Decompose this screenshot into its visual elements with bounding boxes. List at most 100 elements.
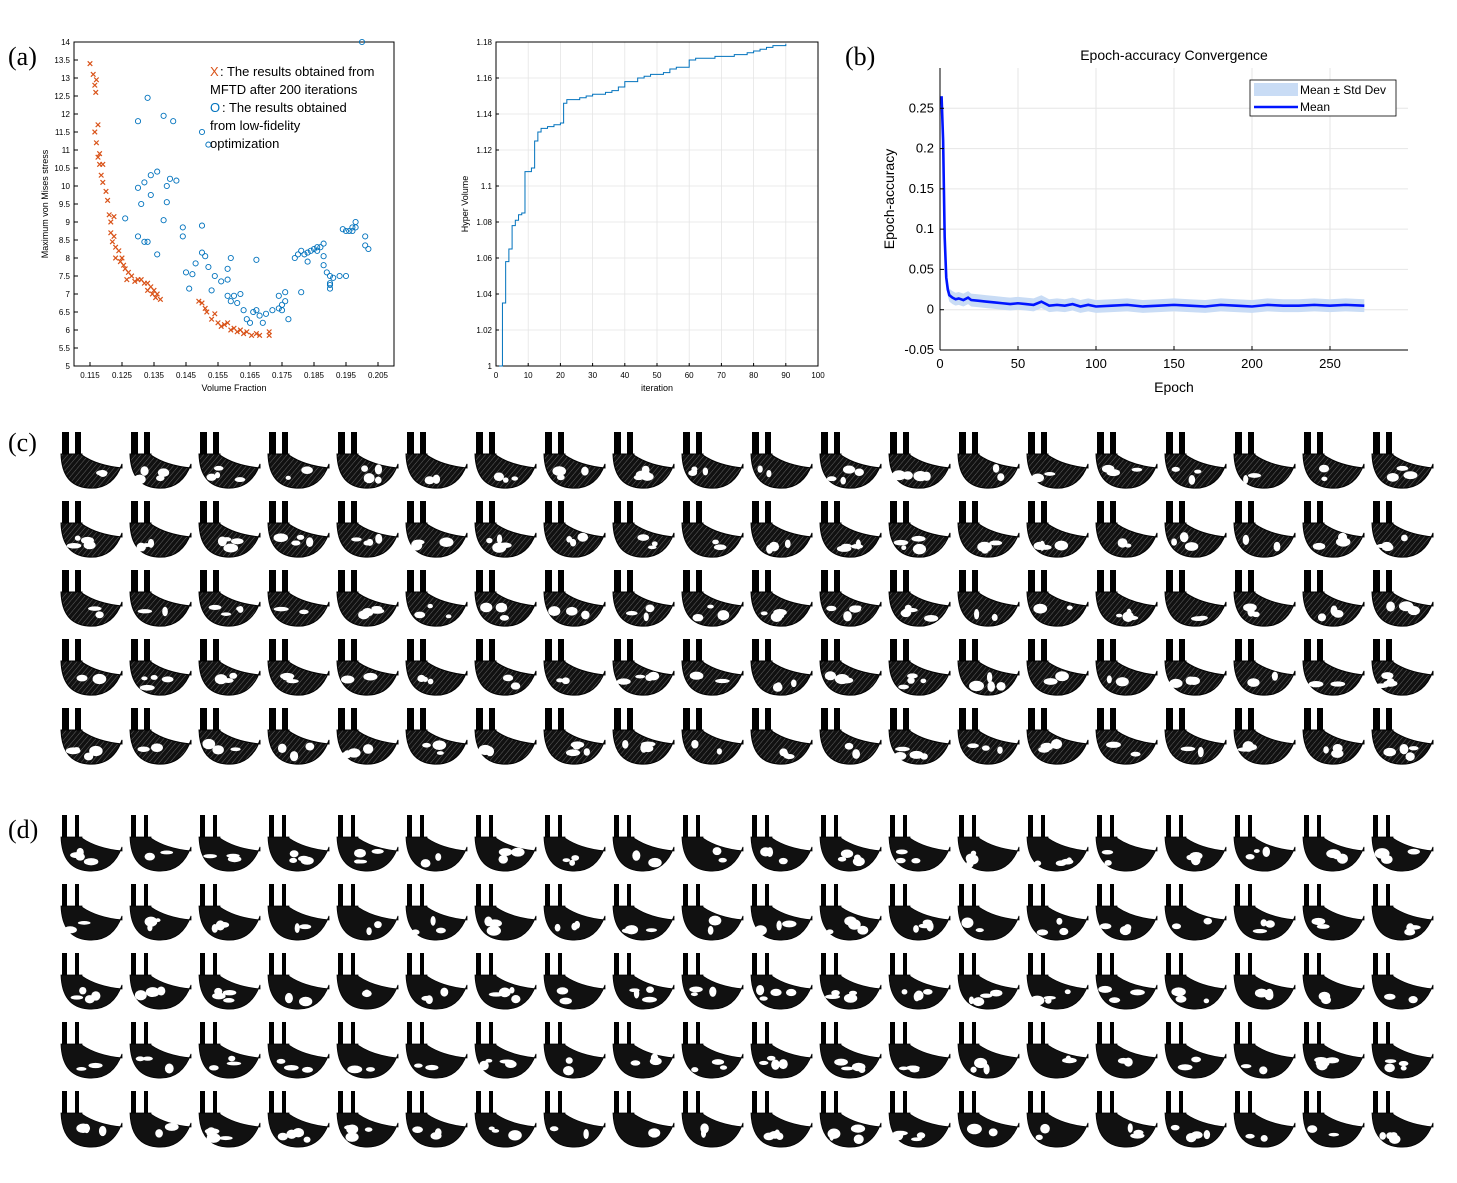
structure-hole: [147, 924, 153, 932]
structure-left-arm: [1304, 884, 1309, 911]
structure-hole: [1059, 927, 1069, 936]
structure-hole: [992, 463, 1000, 473]
structure-body: [1371, 974, 1434, 1010]
structure-left-arm: [545, 639, 552, 666]
structure-left-arm: [1373, 432, 1380, 459]
structure-hole: [1033, 603, 1048, 614]
structure-hole: [900, 609, 912, 618]
structure-hole: [1124, 924, 1132, 932]
structure-hole: [569, 859, 576, 866]
scatter-point-lowfi: [320, 240, 327, 247]
structure-hole: [895, 857, 906, 864]
structure-hole: [1408, 746, 1419, 751]
structure-left-arm: [1028, 501, 1035, 528]
structure-left-arm: [476, 708, 483, 735]
structure-cell: [60, 1022, 123, 1079]
cv-x-tick-label: 150: [1163, 356, 1185, 371]
structure-cell: [198, 501, 261, 558]
structure-left-arm: [821, 501, 828, 528]
structure-right-arm: [1248, 432, 1254, 459]
structure-hole: [214, 472, 221, 479]
hv-x-tick-label: 100: [811, 371, 825, 380]
scatter-point-lowfi: [326, 272, 334, 280]
structure-hole: [212, 992, 226, 1000]
structure-right-arm: [420, 953, 424, 980]
structure-cell: [267, 953, 330, 1010]
structure-cell: [1302, 815, 1365, 872]
structure-hole: [926, 921, 934, 932]
structure-hole: [1379, 1132, 1386, 1140]
structure-right-arm: [144, 501, 150, 528]
structure-cell: [1164, 815, 1227, 872]
panel-label-b: (b): [845, 42, 876, 71]
scatter-point-lowfi: [224, 276, 231, 283]
structure-hole: [782, 920, 797, 928]
structure-left-arm: [752, 432, 759, 459]
scatter-point-lowfi: [346, 227, 353, 235]
scatter-point-lowfi: [320, 253, 327, 260]
scatter-point-mftd: [228, 327, 234, 333]
structure-right-arm: [627, 884, 631, 911]
structure-left-arm: [545, 708, 552, 735]
structure-left-arm: [476, 953, 481, 980]
structure-hole: [366, 927, 372, 936]
structure-hole: [961, 917, 974, 928]
scatter-x-tick-label: 0.145: [176, 371, 197, 380]
structure-hole: [571, 855, 580, 861]
structure-left-arm: [1304, 432, 1311, 459]
structure-right-arm: [765, 639, 771, 666]
structure-body: [1233, 660, 1296, 696]
structure-cell: [750, 884, 813, 941]
structure-left-arm: [131, 1091, 136, 1118]
structure-hole: [569, 538, 577, 547]
structure-hole: [718, 857, 727, 863]
structure-cell: [1302, 432, 1365, 489]
structure-body: [888, 1043, 951, 1079]
structure-hole: [488, 992, 504, 997]
structure-cell: [60, 884, 123, 941]
structure-left-arm: [269, 884, 274, 911]
structure-body: [888, 453, 951, 489]
structure-hole: [759, 1060, 769, 1066]
structure-cell: [267, 708, 330, 765]
structure-right-arm: [834, 884, 838, 911]
structure-left-arm: [890, 639, 897, 666]
scatter-y-tick-label: 12: [61, 110, 70, 119]
structure-left-arm: [959, 1091, 964, 1118]
scatter-point-mftd: [196, 298, 202, 304]
structure-hole: [975, 928, 984, 933]
structure-hole: [554, 923, 561, 932]
structure-cell: [474, 884, 537, 941]
structure-hole: [141, 543, 152, 548]
scatter-point-lowfi: [253, 307, 260, 314]
structure-hole: [1260, 919, 1267, 927]
structure-right-arm: [144, 639, 150, 666]
structure-hole: [1401, 534, 1408, 542]
cv-legend-band-label: Mean ± Std Dev: [1300, 83, 1386, 97]
structure-hole: [1386, 1132, 1395, 1140]
structure-left-arm: [338, 639, 345, 666]
structure-hole: [1381, 854, 1393, 864]
structure-hole: [1273, 541, 1281, 552]
structure-right-arm: [282, 708, 288, 735]
structure-hole: [300, 856, 314, 865]
structure-cell: [129, 570, 192, 627]
structure-hole: [479, 1060, 489, 1071]
structure-right-arm: [1248, 1091, 1252, 1118]
structure-hole: [137, 746, 150, 752]
structure-hole: [1253, 849, 1260, 853]
scatter-point-mftd: [93, 89, 99, 96]
structure-right-arm: [489, 708, 495, 735]
structure-cell: [336, 1091, 399, 1148]
structure-left-arm: [614, 1091, 619, 1118]
structure-hole: [361, 465, 368, 472]
structure-right-arm: [213, 1091, 217, 1118]
scatter-point-lowfi: [182, 269, 190, 276]
structure-hole: [1374, 683, 1389, 689]
structure-hole: [144, 916, 158, 927]
structure-cell: [1371, 884, 1434, 941]
structure-hole: [893, 751, 907, 761]
scatter-point-lowfi: [240, 307, 247, 314]
scatter-point-lowfi: [362, 233, 369, 240]
structure-left-arm: [614, 570, 621, 597]
